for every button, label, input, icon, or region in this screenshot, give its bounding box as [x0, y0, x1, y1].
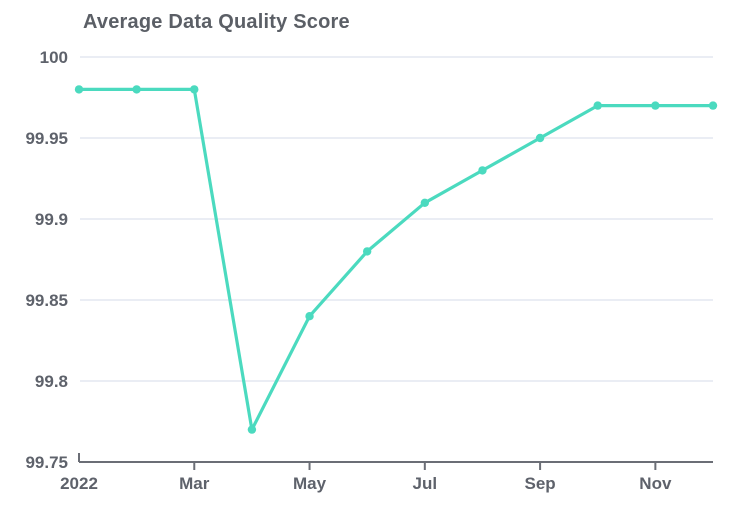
data-point — [535, 133, 545, 143]
data-point — [132, 85, 141, 94]
x-tick-label: Sep — [524, 474, 555, 493]
x-tick-label: Jul — [413, 474, 438, 493]
x-tick-label: Nov — [639, 474, 672, 493]
y-tick-label: 99.8 — [35, 372, 68, 391]
data-point — [593, 101, 602, 110]
y-tick-label: 99.85 — [25, 291, 68, 310]
y-tick-label: 99.75 — [25, 453, 68, 472]
data-point — [305, 312, 314, 321]
data-point — [708, 101, 718, 110]
data-point — [420, 198, 430, 207]
x-tick-label: Mar — [179, 474, 210, 493]
y-tick-label: 99.9 — [35, 210, 68, 229]
x-tick-label: May — [293, 474, 327, 493]
x-tick-label: 2022 — [60, 474, 98, 493]
data-point — [190, 85, 199, 94]
data-point — [74, 85, 84, 94]
data-point — [478, 166, 487, 175]
chart-title: Average Data Quality Score — [83, 11, 350, 33]
y-tick-label: 100 — [40, 48, 68, 67]
data-point — [362, 247, 372, 256]
data-point — [651, 101, 660, 110]
series-line — [77, 87, 715, 432]
y-tick-label: 99.95 — [25, 129, 68, 148]
data-point — [247, 425, 257, 434]
